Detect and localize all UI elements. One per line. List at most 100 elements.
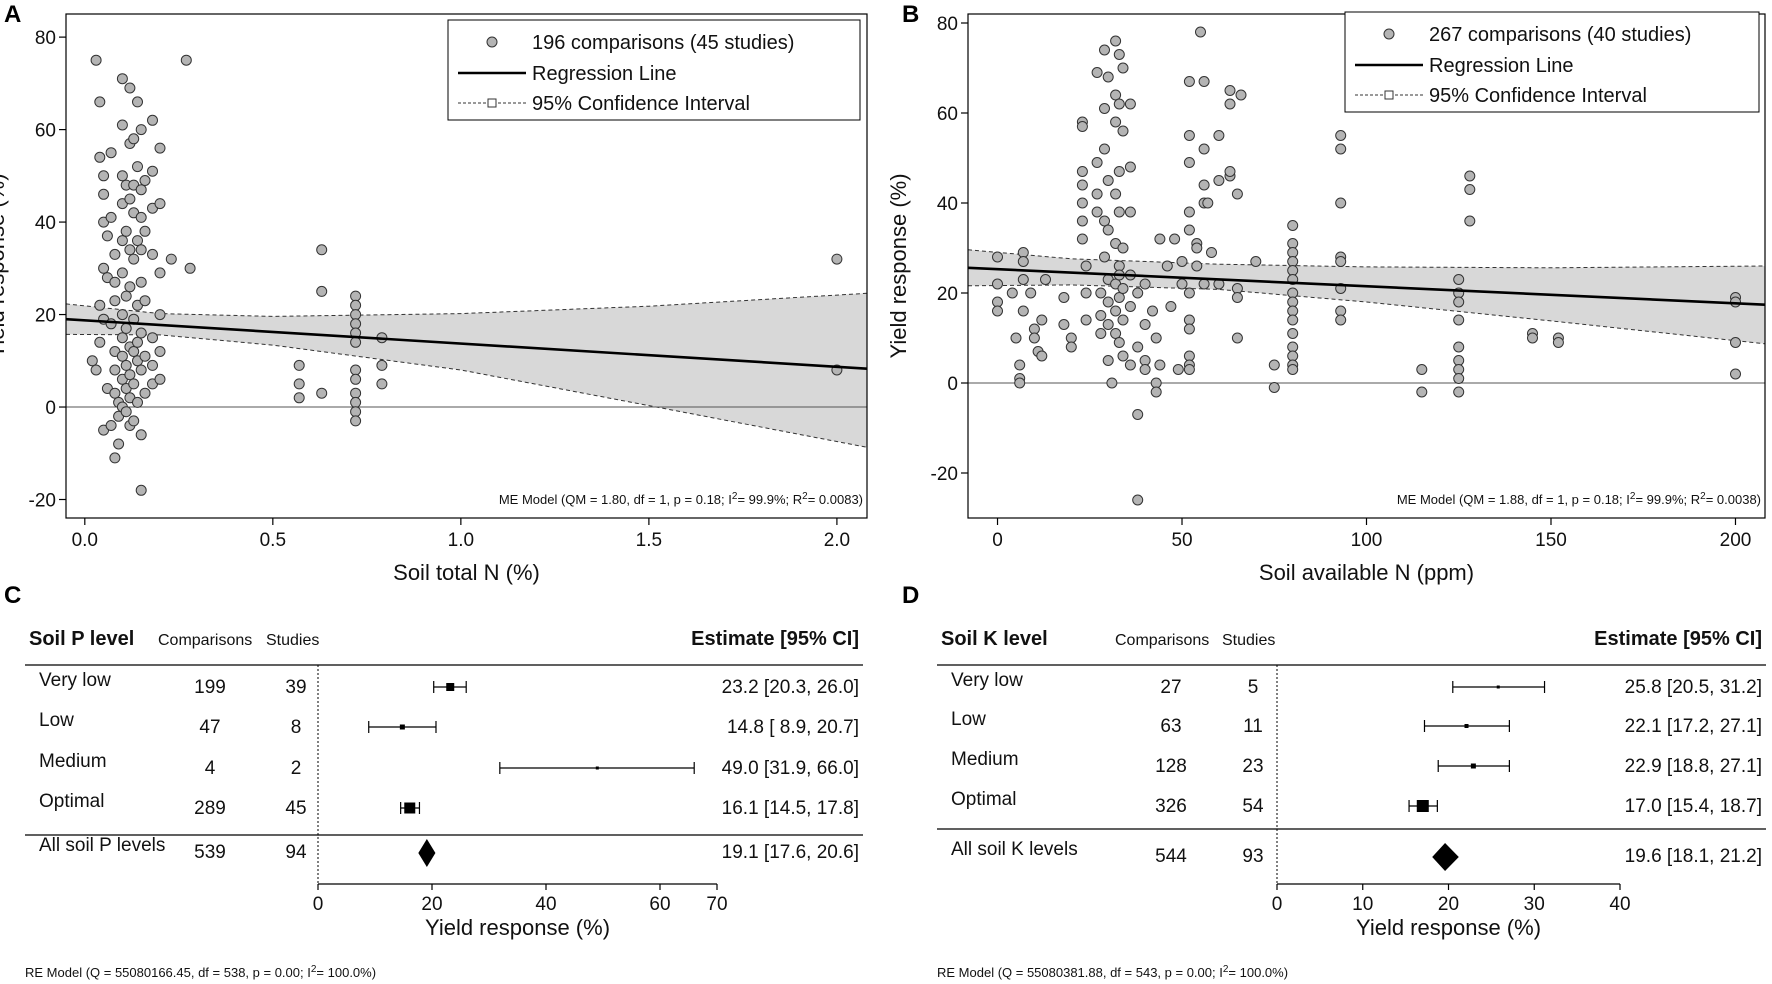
row-estimate: 22.1 [17.2, 27.1] <box>1625 716 1762 737</box>
model-annotation: RE Model (Q = 55080381.88, df = 543, p =… <box>937 964 1288 981</box>
plot-frame <box>65 13 868 519</box>
legend-points-label: 267 comparisons (40 studies) <box>1429 24 1691 46</box>
data-point <box>1224 166 1236 177</box>
data-point <box>147 248 158 260</box>
data-point <box>128 133 140 145</box>
x-axis-label: Soil total N (%) <box>393 560 540 585</box>
data-point <box>1416 364 1428 375</box>
data-point <box>1235 89 1247 101</box>
y-tick-label: 0 <box>947 374 958 395</box>
data-point <box>139 350 151 362</box>
data-point <box>1453 314 1465 326</box>
x-tick-label: 2.0 <box>824 530 850 551</box>
y-axis-label: Yield response (%) <box>886 173 911 358</box>
header-estimate: Estimate [95% CI] <box>1594 628 1762 650</box>
data-point <box>135 364 147 376</box>
data-point <box>94 336 106 348</box>
data-point <box>1453 373 1465 384</box>
data-point <box>1102 224 1114 236</box>
data-point <box>1110 89 1122 101</box>
data-point <box>1006 287 1018 299</box>
data-point <box>113 438 125 450</box>
data-point <box>1014 359 1026 371</box>
row-estimate: 16.1 [14.5, 17.8] <box>722 798 859 819</box>
data-point <box>1198 143 1210 155</box>
x-tick-label: 200 <box>1720 530 1752 551</box>
data-point <box>180 54 192 66</box>
x-tick-label: 0 <box>1272 894 1283 915</box>
data-point <box>1147 305 1158 317</box>
data-point <box>139 175 151 186</box>
row-comparisons: 27 <box>1160 677 1181 698</box>
data-point <box>132 336 143 348</box>
row-label: Low <box>951 709 986 730</box>
data-point <box>1099 143 1110 155</box>
data-point <box>1231 332 1243 344</box>
data-point <box>1080 260 1092 272</box>
legend-line-label: Regression Line <box>1429 55 1574 77</box>
legend-line-label: Regression Line <box>532 63 677 85</box>
data-point <box>1117 242 1129 254</box>
data-point <box>1150 386 1162 398</box>
legend-ci-square <box>487 98 497 108</box>
model-annotation: ME Model (QM = 1.88, df = 1, p = 0.18; I… <box>1397 491 1761 508</box>
data-point <box>135 276 147 288</box>
data-point <box>1099 215 1110 227</box>
data-point <box>1453 274 1465 285</box>
data-point <box>98 170 110 182</box>
data-point <box>1113 49 1125 60</box>
legend: 196 comparisons (45 studies) Regression L… <box>447 19 861 121</box>
data-point <box>135 184 147 196</box>
data-point <box>109 248 121 260</box>
data-point <box>1076 215 1088 227</box>
data-point <box>1124 359 1136 371</box>
data-point <box>128 415 140 427</box>
data-point <box>1154 233 1166 245</box>
y-tick-label: 20 <box>35 306 56 327</box>
data-point <box>1076 121 1088 132</box>
estimate-square <box>446 683 455 691</box>
data-point <box>1165 301 1177 312</box>
data-point <box>116 119 128 131</box>
data-point <box>135 484 147 496</box>
data-point <box>109 276 121 288</box>
data-point <box>1183 224 1195 236</box>
data-point <box>120 290 132 302</box>
data-point <box>135 244 147 256</box>
data-point <box>1014 377 1026 389</box>
data-point <box>116 170 128 182</box>
data-point <box>350 415 362 427</box>
data-point <box>1231 292 1243 303</box>
data-point <box>1113 206 1125 218</box>
data-point <box>1028 332 1040 344</box>
data-point <box>316 387 328 399</box>
summary-label: All soil P levels <box>39 835 165 856</box>
data-point <box>154 142 166 154</box>
ci-upper-line <box>65 292 868 317</box>
data-point <box>135 211 147 223</box>
data-point <box>105 147 117 159</box>
row-studies: 2 <box>291 758 302 779</box>
data-point <box>1010 332 1022 344</box>
data-point <box>1335 197 1347 209</box>
data-point <box>98 188 110 200</box>
x-tick-label: 150 <box>1535 530 1567 551</box>
summary-comparisons: 539 <box>194 842 226 863</box>
data-point <box>90 364 102 376</box>
x-axis-label: Yield response (%) <box>425 915 610 940</box>
data-point <box>1110 116 1122 128</box>
data-point <box>1076 179 1088 191</box>
row-estimate: 14.8 [ 8.9, 20.7] <box>727 717 859 738</box>
data-point <box>1091 188 1103 200</box>
row-label: Medium <box>951 749 1019 770</box>
data-point <box>128 378 140 390</box>
data-point <box>1017 305 1029 317</box>
data-point <box>1268 382 1280 393</box>
data-point <box>90 54 102 66</box>
data-point <box>1110 328 1122 339</box>
data-point <box>135 327 147 339</box>
data-point <box>132 235 143 247</box>
x-tick-label: 1.5 <box>636 530 662 551</box>
legend-ci-square <box>1384 90 1394 100</box>
